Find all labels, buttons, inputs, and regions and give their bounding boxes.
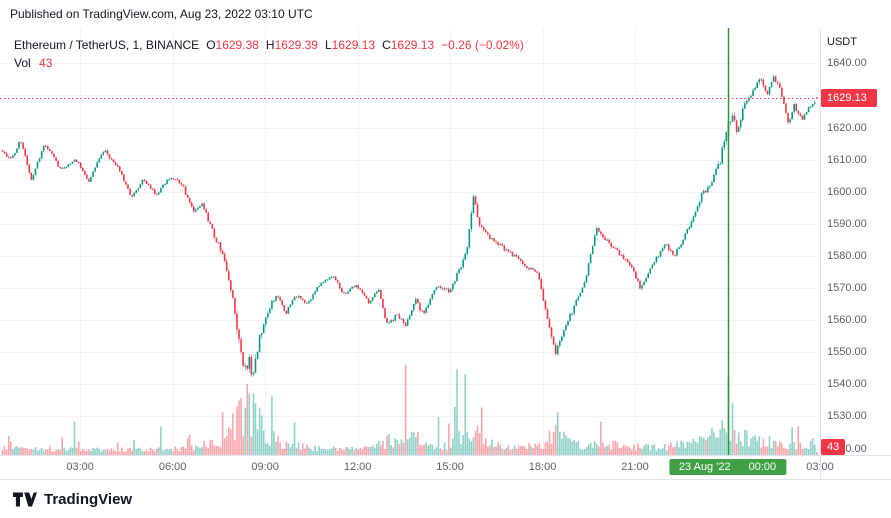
volume-label: Vol (14, 56, 31, 70)
time-tick: 12:00 (343, 461, 372, 473)
price-tick: 1610.00 (827, 153, 867, 166)
open-label: O (206, 38, 216, 52)
volume-badge: 43 (821, 439, 846, 455)
price-tick: 1580.00 (827, 249, 867, 262)
time-tick: 03:00 (66, 461, 94, 473)
time-tick: 09:00 (251, 461, 279, 473)
chart-area: Ethereum / TetherUS, 1, BINANCE O1629.38 H… (0, 28, 891, 480)
currency-label: USDT (827, 36, 857, 48)
price-tick: 1530.00 (827, 410, 867, 423)
brand-name[interactable]: TradingView (44, 490, 133, 508)
close-label: C (382, 38, 391, 52)
published-text: Published on TradingView.com, Aug 23, 20… (10, 7, 313, 21)
price-tick: 1640.00 (827, 57, 867, 70)
date-marker-time: 00:00 (748, 461, 777, 473)
volume-value: 43 (39, 56, 53, 70)
time-tick: 21:00 (621, 461, 649, 473)
candlestick-chart-canvas[interactable] (0, 28, 820, 455)
date-marker-date: 23 Aug '22 (678, 461, 731, 473)
date-marker-badge: 23 Aug '22 00:00 (668, 459, 787, 475)
published-bar: Published on TradingView.com, Aug 23, 20… (0, 0, 891, 28)
price-tick: 1560.00 (827, 314, 867, 327)
open-value: 1629.38 (215, 38, 259, 52)
price-tick: 1600.00 (827, 185, 867, 198)
footer: TradingView (0, 480, 891, 518)
low-label: L (324, 38, 332, 52)
price-tick: 1590.00 (827, 217, 867, 230)
price-tick: 1550.00 (827, 346, 867, 359)
symbol-title[interactable]: Ethereum / TetherUS, 1, BINANCE (14, 38, 200, 52)
price-axis[interactable]: USDT 1640.001630.001620.001610.001600.00… (820, 28, 891, 480)
time-tick: 15:00 (436, 461, 464, 473)
close-value: 1629.13 (390, 38, 435, 52)
price-tick: 1570.00 (827, 282, 867, 295)
time-axis[interactable]: 03:00 06:00 09:00 12:00 15:00 18:00 21:00 03:00… (0, 455, 891, 480)
legend-row-main: Ethereum / TetherUS, 1, BINANCE O1629.38 H… (14, 36, 524, 54)
tradingview-logo-icon[interactable] (13, 491, 37, 507)
price-tick: 1540.00 (827, 378, 867, 391)
price-tick: 1620.00 (827, 121, 867, 134)
time-tick: 18:00 (528, 461, 557, 473)
legend-row-volume: Vol 43 (14, 54, 524, 72)
low-value: 1629.13 (331, 38, 376, 52)
time-tick: 06:00 (158, 461, 187, 473)
high-value: 1629.39 (274, 38, 318, 52)
last-price-badge: 1629.13 (821, 89, 877, 108)
change-value: −0.26 (−0.02%) (441, 38, 524, 52)
legend: Ethereum / TetherUS, 1, BINANCE O1629.38 H… (14, 36, 524, 72)
high-label: H (265, 38, 275, 52)
